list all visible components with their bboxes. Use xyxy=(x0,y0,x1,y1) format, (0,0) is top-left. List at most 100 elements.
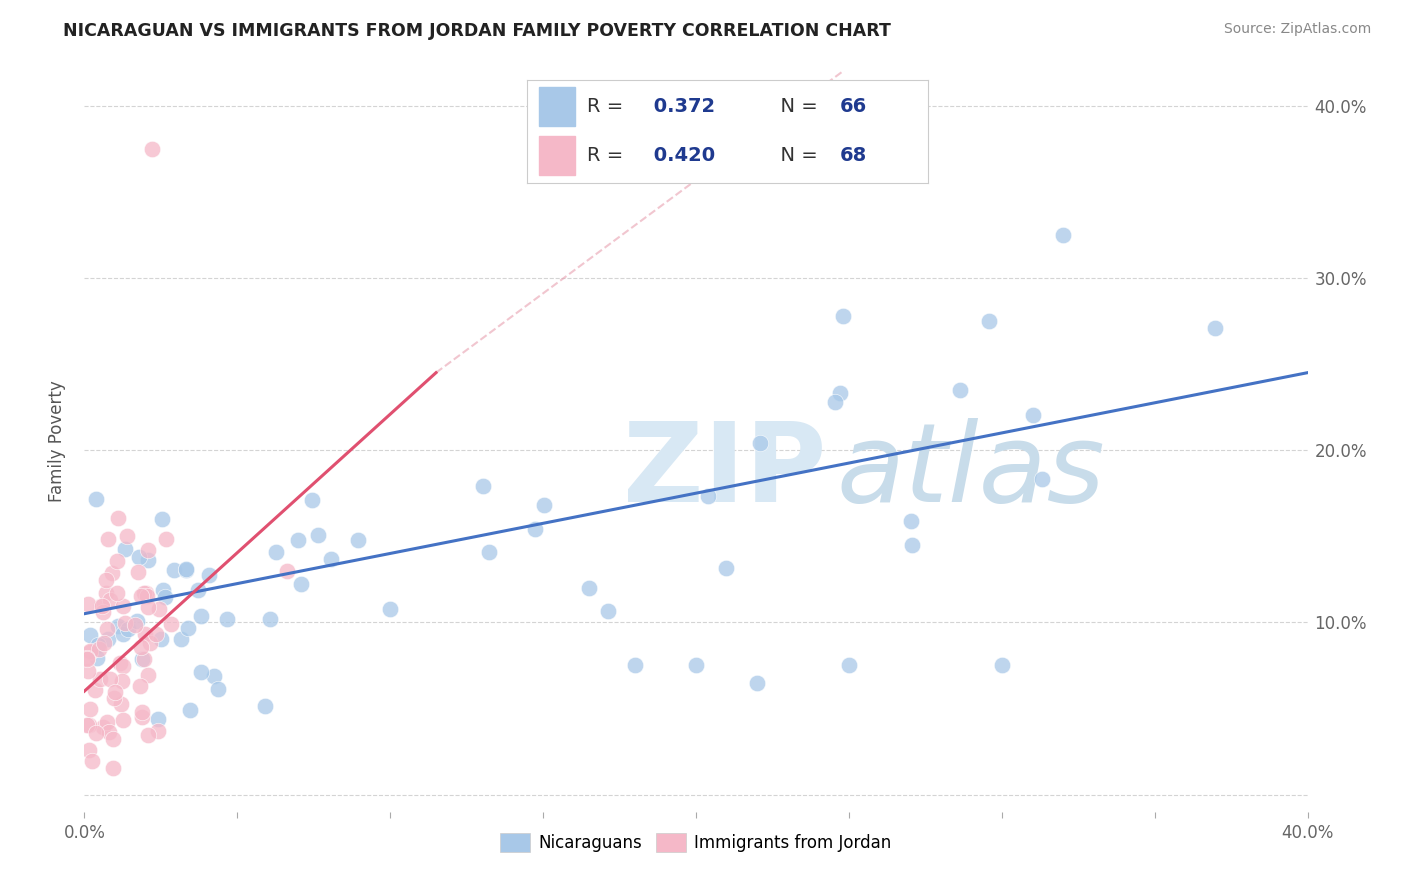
Point xyxy=(1052,227,1074,242)
Point xyxy=(287,533,309,547)
Point xyxy=(146,712,169,726)
Point xyxy=(596,604,619,618)
Bar xyxy=(540,136,575,175)
Point xyxy=(747,675,769,690)
Text: Source: ZipAtlas.com: Source: ZipAtlas.com xyxy=(1223,22,1371,37)
Point xyxy=(76,718,98,732)
Point xyxy=(264,544,287,558)
Point xyxy=(152,582,174,597)
Point xyxy=(523,522,546,536)
Point xyxy=(129,679,152,693)
Point xyxy=(991,658,1014,673)
Point xyxy=(112,659,135,673)
Point xyxy=(697,489,720,503)
Point xyxy=(136,668,159,682)
Point xyxy=(76,652,98,666)
Point xyxy=(86,725,108,739)
Point xyxy=(87,642,110,657)
Point xyxy=(901,538,924,552)
Point xyxy=(134,626,156,640)
Point xyxy=(749,436,772,450)
Point xyxy=(319,552,342,566)
Point xyxy=(900,515,922,529)
Point xyxy=(79,628,101,642)
Point xyxy=(198,568,221,582)
Point xyxy=(96,573,118,587)
Text: 0.372: 0.372 xyxy=(647,97,716,117)
Bar xyxy=(540,87,575,127)
Point xyxy=(90,599,112,613)
Point xyxy=(148,723,170,738)
Point xyxy=(111,713,134,727)
Point xyxy=(101,731,124,746)
Point xyxy=(129,589,152,603)
Point xyxy=(98,593,121,607)
Point xyxy=(131,710,153,724)
Point xyxy=(139,636,162,650)
Point xyxy=(82,755,104,769)
Point xyxy=(89,672,111,686)
Point xyxy=(290,576,312,591)
Point xyxy=(685,658,707,673)
Point xyxy=(105,586,128,600)
Point xyxy=(132,586,155,600)
Point xyxy=(129,640,152,654)
Point xyxy=(830,386,852,401)
Point xyxy=(141,142,163,156)
Point xyxy=(111,627,134,641)
Point xyxy=(124,618,146,632)
Point xyxy=(148,602,170,616)
Point xyxy=(716,561,738,575)
Point xyxy=(174,563,197,577)
Point xyxy=(91,606,114,620)
Point xyxy=(187,582,209,597)
Point xyxy=(132,652,155,666)
Point xyxy=(578,581,600,595)
Point xyxy=(77,743,100,757)
Point xyxy=(96,622,118,636)
Point xyxy=(1022,408,1045,422)
Point xyxy=(83,682,105,697)
Point xyxy=(259,612,281,626)
Text: ZIP: ZIP xyxy=(623,417,825,524)
Point xyxy=(107,619,129,633)
Text: atlas: atlas xyxy=(837,417,1105,524)
Point xyxy=(76,664,98,678)
Point xyxy=(136,552,159,566)
Point xyxy=(101,760,124,774)
Point xyxy=(136,542,159,557)
Point xyxy=(170,632,193,646)
Point xyxy=(98,672,121,686)
Point xyxy=(150,512,173,526)
Point xyxy=(163,564,186,578)
Point xyxy=(114,616,136,631)
Point xyxy=(105,554,128,568)
Point xyxy=(145,627,167,641)
Point xyxy=(159,617,181,632)
Point xyxy=(103,690,125,705)
Text: 0.420: 0.420 xyxy=(647,145,716,165)
Point xyxy=(117,622,139,636)
Point xyxy=(115,529,138,543)
Point xyxy=(127,566,149,580)
Point xyxy=(98,725,121,739)
Point xyxy=(301,492,323,507)
Legend: Nicaraguans, Immigrants from Jordan: Nicaraguans, Immigrants from Jordan xyxy=(494,826,898,859)
Point xyxy=(125,614,148,628)
Text: R =: R = xyxy=(588,97,630,117)
Point xyxy=(90,599,112,613)
Point xyxy=(110,697,132,711)
Point xyxy=(207,682,229,697)
Text: NICARAGUAN VS IMMIGRANTS FROM JORDAN FAMILY POVERTY CORRELATION CHART: NICARAGUAN VS IMMIGRANTS FROM JORDAN FAM… xyxy=(63,22,891,40)
Point xyxy=(347,533,370,548)
Point xyxy=(190,665,212,679)
Text: R =: R = xyxy=(588,145,630,165)
Point xyxy=(86,638,108,652)
Point xyxy=(76,651,98,665)
Point xyxy=(100,566,122,581)
Point xyxy=(624,658,647,673)
Point xyxy=(135,585,157,599)
Point xyxy=(131,705,153,719)
Point xyxy=(380,601,402,615)
Point xyxy=(108,657,131,671)
